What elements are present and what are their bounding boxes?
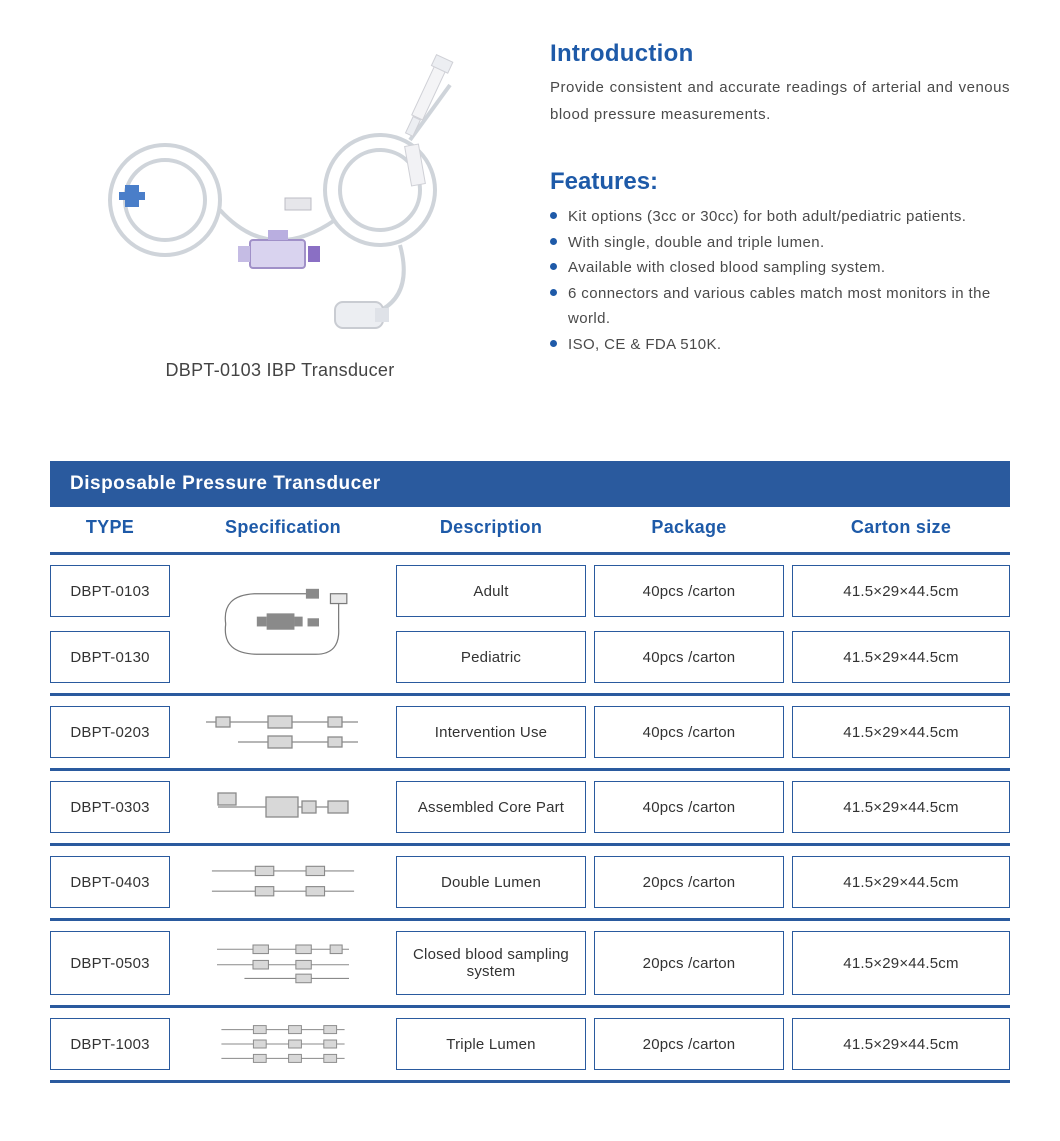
cell-desc: Assembled Core Part [396,781,586,833]
cell-type: DBPT-0303 [50,781,170,833]
cell-carton: 41.5×29×44.5cm [792,1018,1010,1070]
cell-carton: 41.5×29×44.5cm [792,565,1010,617]
feature-item: 6 connectors and various cables match mo… [550,281,1010,332]
top-section: DBPT-0103 IBP Transducer Introduction Pr… [50,40,1010,381]
cell-desc: Double Lumen [396,856,586,908]
table-row: DBPT-0403 Double Lumen 20pcs /carton 41.… [50,846,1010,921]
cell-carton: 41.5×29×44.5cm [792,856,1010,908]
cell-pack: 20pcs /carton [594,931,784,995]
table-row: DBPT-0503 Closed blood sampling system 2… [50,921,1010,1008]
feature-item: Available with closed blood sampling sys… [550,255,1010,281]
cell-pack: 40pcs /carton [594,631,784,683]
cell-carton: 41.5×29×44.5cm [792,706,1010,758]
cell-desc: Intervention Use [396,706,586,758]
cell-type: DBPT-0503 [50,931,170,995]
cell-pack: 20pcs /carton [594,1018,784,1070]
cell-spec [178,856,388,908]
product-image-area: DBPT-0103 IBP Transducer [50,40,510,381]
cell-type: DBPT-0130 [50,631,170,683]
cell-spec [178,931,388,995]
product-caption: DBPT-0103 IBP Transducer [50,360,510,381]
feature-item: With single, double and triple lumen. [550,230,1010,256]
th-spec: Specification [178,517,388,538]
th-type: TYPE [50,517,170,538]
table-row: DBPT-0203 Intervention Use 40pcs /carton… [50,696,1010,771]
cell-spec [178,565,388,683]
table-group-1: DBPT-0103 DBPT-0130 A [50,555,1010,696]
feature-item: ISO, CE & FDA 510K. [550,332,1010,358]
cell-pack: 20pcs /carton [594,856,784,908]
cell-carton: 41.5×29×44.5cm [792,781,1010,833]
th-desc: Description [396,517,586,538]
features-heading: Features: [550,168,1010,196]
features-list: Kit options (3cc or 30cc) for both adult… [550,204,1010,357]
intro-heading: Introduction [550,40,1010,68]
cell-type: DBPT-0403 [50,856,170,908]
cell-pack: 40pcs /carton [594,781,784,833]
table-row: DBPT-1003 Triple Lumen 20pcs /carton 41.… [50,1008,1010,1083]
table-title: Disposable Pressure Transducer [50,461,1010,507]
cell-spec [178,1018,388,1070]
cell-type: DBPT-0203 [50,706,170,758]
th-pack: Package [594,517,784,538]
cell-spec [178,781,388,833]
product-image [70,40,490,340]
cell-desc: Pediatric [396,631,586,683]
cell-desc: Closed blood sampling system [396,931,586,995]
th-carton: Carton size [792,517,1010,538]
cell-desc: Adult [396,565,586,617]
feature-item: Kit options (3cc or 30cc) for both adult… [550,204,1010,230]
spec-table: Disposable Pressure Transducer TYPE Spec… [50,461,1010,1083]
cell-carton: 41.5×29×44.5cm [792,931,1010,995]
cell-pack: 40pcs /carton [594,706,784,758]
text-area: Introduction Provide consistent and accu… [550,40,1010,381]
cell-spec [178,706,388,758]
intro-text: Provide consistent and accurate readings… [550,74,1010,128]
cell-type: DBPT-0103 [50,565,170,617]
cell-pack: 40pcs /carton [594,565,784,617]
table-row: DBPT-0303 Assembled Core Part 40pcs /car… [50,771,1010,846]
cell-carton: 41.5×29×44.5cm [792,631,1010,683]
cell-type: DBPT-1003 [50,1018,170,1070]
table-header-row: TYPE Specification Description Package C… [50,507,1010,555]
cell-desc: Triple Lumen [396,1018,586,1070]
